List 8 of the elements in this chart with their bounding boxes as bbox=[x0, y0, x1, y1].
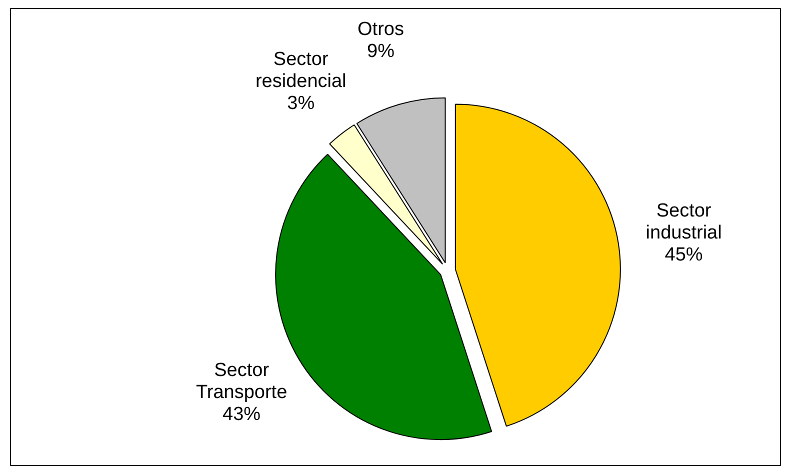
slice-label: Sector Transporte bbox=[196, 360, 288, 403]
data-label: 3% bbox=[287, 92, 315, 114]
data-label: 45% bbox=[664, 244, 703, 266]
slice-label: Sector residencial bbox=[255, 48, 346, 92]
data-label: 43% bbox=[222, 404, 261, 425]
slice-label: Sector industrial bbox=[646, 200, 722, 244]
slice-label: Otros bbox=[358, 19, 404, 40]
data-label: 9% bbox=[367, 41, 395, 62]
